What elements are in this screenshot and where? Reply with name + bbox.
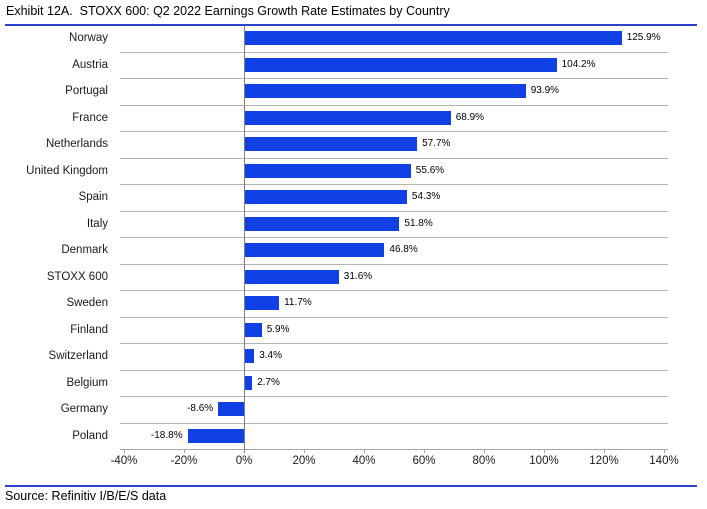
row-separator: [120, 343, 668, 344]
axis-tick: [424, 449, 425, 453]
row-separator: [120, 51, 668, 53]
bar: [244, 31, 622, 45]
axis-tick: [484, 449, 485, 453]
value-label: -8.6%: [187, 403, 214, 414]
category-label: Switzerland: [48, 350, 108, 362]
footer-rule: [5, 485, 697, 487]
bar: [244, 243, 385, 257]
axis-tick: [304, 449, 305, 453]
bar: [244, 375, 253, 390]
category-label: Italy: [86, 217, 108, 230]
bar: [244, 322, 262, 337]
x-axis-tick-label: 60%: [412, 455, 436, 467]
bar: [244, 269, 339, 284]
value-label: 46.8%: [389, 244, 418, 255]
axis-tick: [664, 449, 665, 453]
bar: [244, 349, 255, 363]
value-label: 93.9%: [530, 85, 560, 96]
axis-tick: [184, 449, 185, 453]
row-separator: [120, 290, 668, 291]
category-label: STOXX 600: [46, 270, 108, 283]
value-label: 125.9%: [626, 32, 661, 43]
row-separator: [120, 237, 668, 238]
x-axis-tick-label: 40%: [352, 455, 376, 467]
bar: [244, 296, 280, 310]
value-label: 57.7%: [422, 138, 451, 149]
axis-tick: [124, 449, 125, 453]
bar: [244, 84, 526, 98]
value-label: 2.7%: [257, 376, 280, 388]
row-separator: [120, 131, 668, 132]
category-label: France: [72, 111, 108, 124]
chart-plot-area: Norway 125.9% Austria 104.2% Portugal 93.9% Fr…: [26, 26, 679, 467]
value-label: 3.4%: [259, 350, 282, 361]
bar: [244, 110, 451, 125]
x-axis-tick-label: 80%: [472, 455, 496, 467]
value-label: 68.9%: [455, 111, 485, 123]
exhibit-title: Exhibit 12A. STOXX 600: Q2 2022 Earnings…: [6, 4, 450, 18]
value-label: 51.8%: [404, 217, 433, 229]
x-axis-tick-label: 20%: [292, 455, 316, 467]
axis-tick: [604, 449, 605, 453]
value-label: -18.8%: [150, 429, 183, 441]
x-axis-tick-label: 120%: [589, 455, 619, 467]
category-label: Germany: [60, 403, 108, 415]
row-separator: [120, 157, 668, 159]
category-label: Finland: [70, 323, 108, 336]
category-label: Austria: [72, 58, 108, 71]
bar: [187, 428, 244, 443]
axis-tick: [364, 449, 365, 453]
zero-axis-line: [244, 26, 245, 453]
row-separator: [120, 316, 668, 318]
category-label: Denmark: [61, 244, 108, 256]
bar: [244, 137, 418, 151]
x-axis-tick-label: -20%: [170, 455, 198, 467]
row-separator: [120, 422, 668, 424]
category-label: United Kingdom: [26, 164, 108, 177]
source-note: Source: Refinitiv I/B/E/S data: [5, 489, 167, 503]
row-separator: [120, 78, 668, 79]
category-label: Belgium: [66, 376, 108, 389]
x-axis-tick-label: 140%: [649, 455, 679, 467]
bar: [244, 163, 411, 178]
bar: [218, 402, 244, 416]
title-rule: [5, 24, 697, 26]
category-label: Norway: [69, 32, 108, 44]
bar: [244, 190, 407, 204]
category-label: Portugal: [65, 85, 108, 97]
axis-tick: [544, 449, 545, 453]
category-label: Spain: [78, 191, 108, 203]
row-separator: [120, 369, 668, 371]
x-axis-tick-label: -40%: [110, 455, 138, 467]
row-separator: [120, 396, 668, 397]
value-label: 104.2%: [561, 58, 596, 70]
value-label: 5.9%: [266, 323, 290, 335]
bar: [244, 57, 557, 72]
row-separator: [120, 210, 668, 212]
value-label: 11.7%: [284, 297, 312, 308]
category-label: Poland: [72, 429, 108, 442]
row-separator: [120, 104, 668, 106]
row-separator: [120, 184, 668, 185]
value-label: 55.6%: [415, 164, 445, 176]
x-axis-tick-label: 100%: [529, 455, 559, 467]
x-axis-tick-label: 0%: [235, 455, 253, 467]
row-separator: [120, 263, 668, 265]
category-label: Netherlands: [45, 138, 108, 150]
value-label: 31.6%: [343, 270, 373, 282]
value-label: 54.3%: [411, 191, 441, 202]
x-axis-line: [120, 449, 668, 450]
bar: [244, 216, 400, 231]
category-label: Sweden: [66, 297, 108, 309]
